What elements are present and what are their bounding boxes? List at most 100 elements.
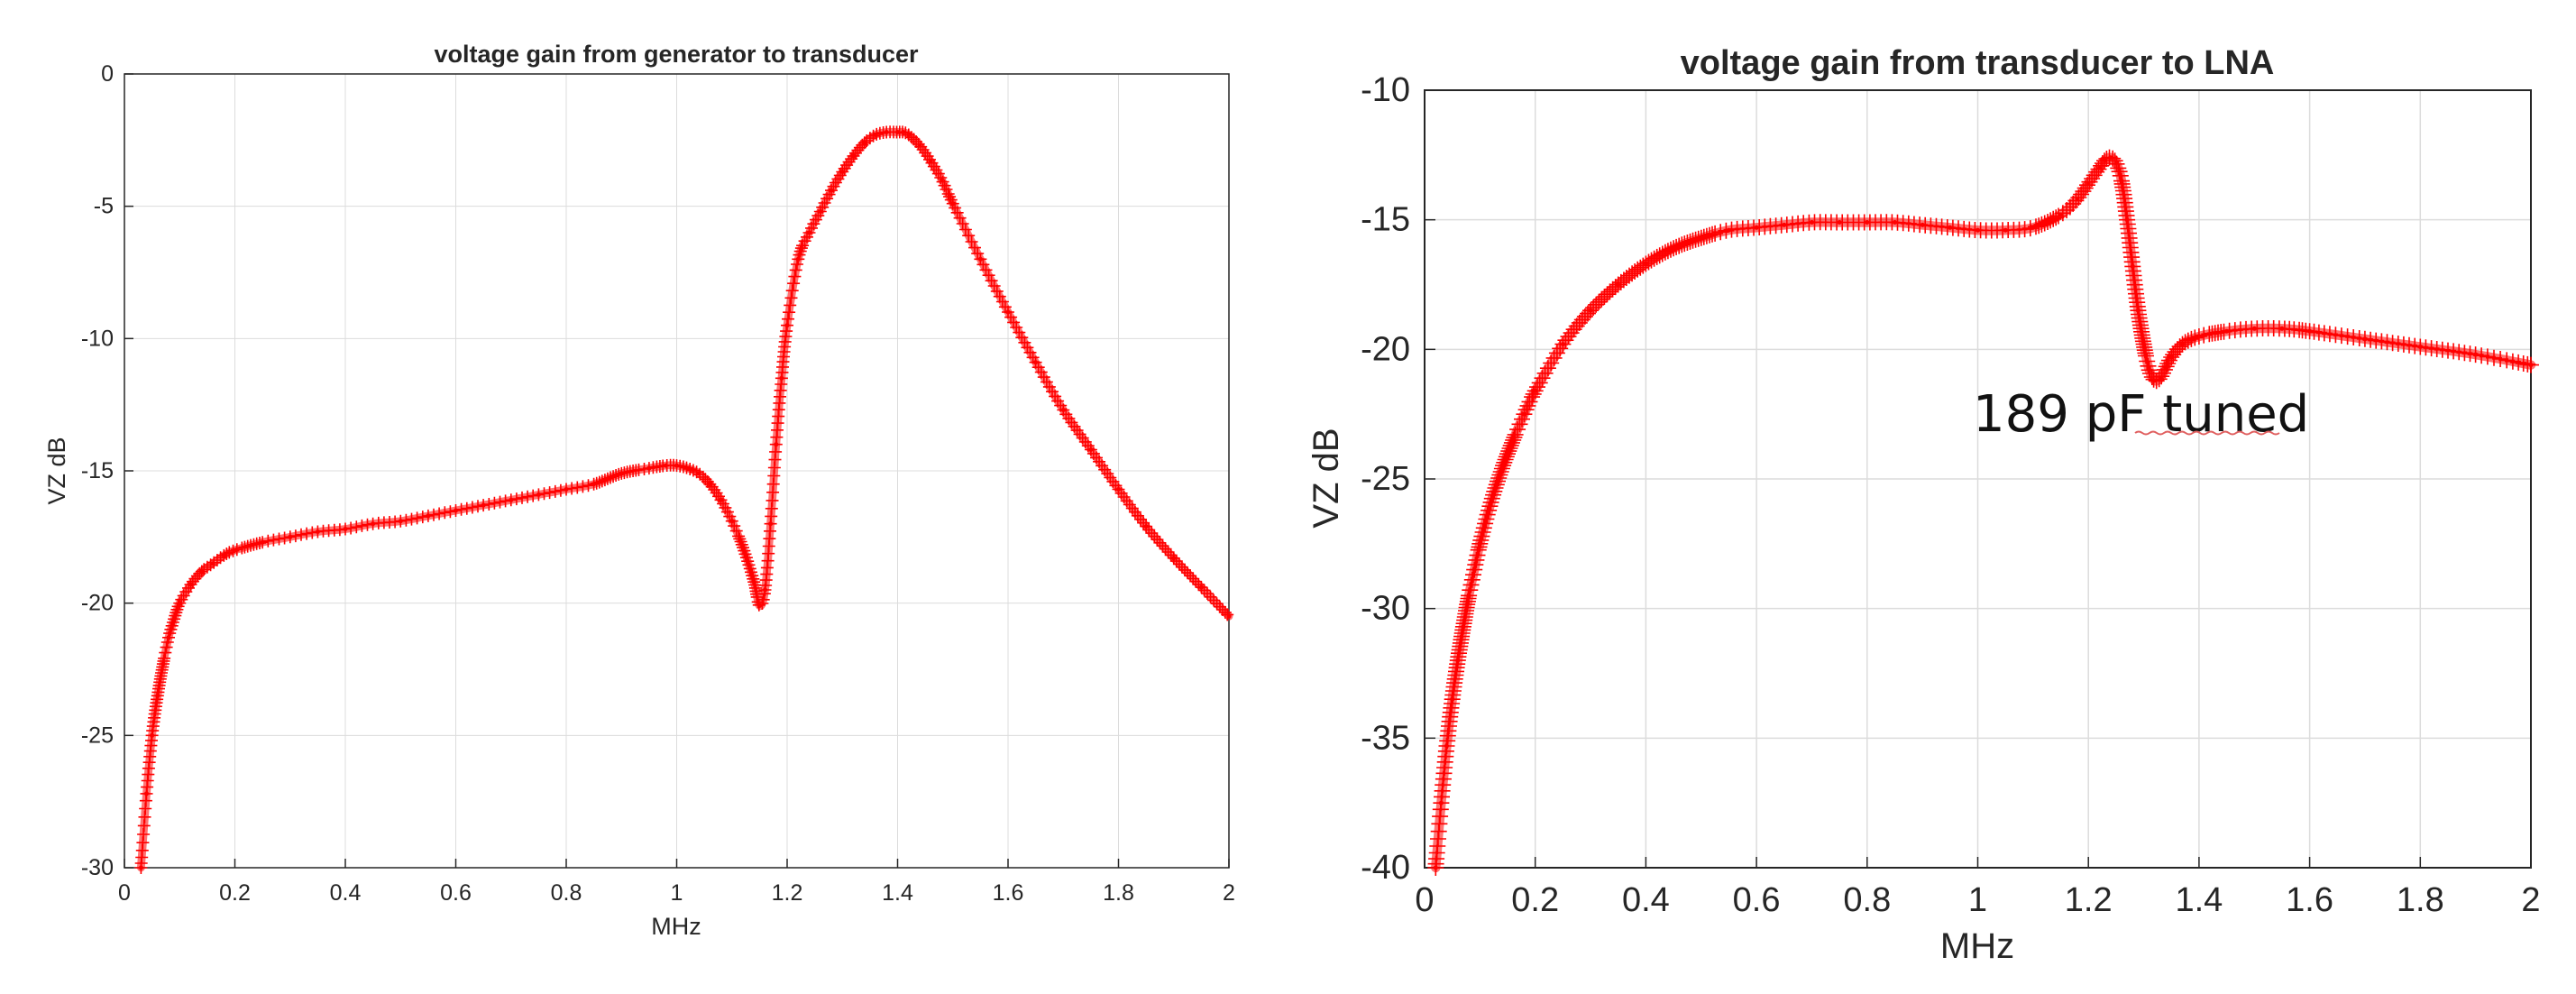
chart-left-data-point — [288, 534, 293, 539]
chart-left-data-point — [1198, 584, 1204, 590]
chart-right-xlabel: MHz — [1940, 926, 2014, 966]
chart-right: 0 0.2 0.4 0.6 0.8 1 1.2 1.4 1.6 1.8 2 -10 -15 -20 -25 -… — [1306, 44, 2541, 966]
chart-right-data-point — [1754, 225, 1759, 230]
chart-left-data-point — [564, 487, 569, 492]
chart-right-data-point — [2124, 217, 2130, 223]
chart-right-data-point — [2251, 326, 2257, 331]
chart-right-data-point — [1471, 567, 1477, 573]
chart-left-data-point — [210, 561, 215, 566]
chart-left-data-point — [950, 201, 956, 207]
chart-left-xtick-label: 1 — [671, 880, 683, 906]
chart-left-data-point — [940, 177, 944, 182]
chart-left-data-point — [685, 465, 691, 471]
chart-right-data-point — [1438, 800, 1444, 805]
chart-right-xtick-label: 0.6 — [1733, 881, 1781, 919]
chart-left-data-point — [1088, 447, 1094, 452]
chart-right-xtick-label: 0 — [1415, 881, 1434, 919]
chart-right-ytick-label: -15 — [1361, 201, 1410, 239]
chart-right-data-point — [2103, 158, 2108, 163]
chart-right-data-point — [2108, 155, 2113, 161]
chart-left-data-point — [917, 143, 922, 148]
chart-right-data-point — [2196, 334, 2202, 339]
chart-right-xtick-label: 0.8 — [1843, 881, 1891, 919]
chart-right-data-point — [1616, 282, 1621, 287]
chart-left-data-point — [426, 513, 431, 519]
chart-right-ytick-label: -30 — [1361, 590, 1410, 628]
chart-left-data-point — [901, 130, 906, 134]
chart-left-data-point — [928, 159, 933, 164]
chart-left-data-point — [768, 521, 774, 527]
chart-left-data-point — [1060, 408, 1066, 412]
chart-right-xtick-label: 0.2 — [1511, 881, 1559, 919]
chart-right-data-point — [2058, 212, 2063, 217]
chart-right-xtick-label: 1.2 — [2065, 881, 2113, 919]
chart-right-ytick-label: -40 — [1361, 849, 1410, 887]
chart-left-data-point — [977, 256, 983, 262]
chart-right-data-point — [2307, 328, 2313, 334]
chart-right-data-point — [1948, 225, 1953, 230]
chart-right-data-point — [1499, 466, 1505, 471]
chart-right-data-point — [1865, 220, 1870, 225]
chart-right-data-point — [2141, 342, 2147, 347]
chart-left-data-point — [851, 153, 856, 159]
chart-right-data-point — [1920, 222, 1925, 227]
chart-left-data-point — [774, 442, 779, 447]
chart-right-annotation: 189 pF tuned — [1973, 385, 2309, 444]
chart-right-data-point — [2135, 308, 2141, 313]
chart-left-data-point — [1033, 360, 1039, 365]
chart-left-data-point — [343, 527, 348, 531]
chart-left-data-point — [260, 539, 265, 545]
chart-left-data-point — [1226, 613, 1232, 619]
chart-left-data-point — [233, 548, 237, 553]
chart-left-data-point — [315, 529, 320, 534]
chart-right-data-point — [1489, 500, 1494, 505]
chart-left-data-point — [707, 482, 712, 487]
chart-left-data-point — [138, 865, 143, 870]
chart-left-data-point — [481, 502, 486, 508]
chart-left-ytick-label: -5 — [94, 194, 114, 219]
chart-right-ylabel: VZ dB — [1306, 428, 1346, 528]
chart-left-data-point — [177, 601, 182, 606]
chart-right-ytick-label: -25 — [1361, 460, 1410, 498]
chart-left-data-point — [719, 497, 723, 502]
chart-right-title: voltage gain from transducer to LNA — [1681, 44, 2275, 82]
chart-right-series-line — [1431, 152, 2536, 873]
chart-right-data-point — [1466, 593, 1471, 598]
chart-right-data-point — [2417, 345, 2423, 349]
chart-left-data-point — [536, 492, 541, 497]
chart-left-data-point — [646, 465, 652, 471]
chart-left-data-point — [199, 569, 205, 574]
chart-right-series — [1427, 149, 2539, 876]
chart-right-data-point — [2075, 197, 2080, 202]
chart-left-data-point — [740, 545, 746, 550]
chart-left-xtick-label: 0.4 — [330, 880, 362, 906]
chart-right-grid — [1424, 89, 2532, 869]
chart-right-data-point — [1810, 220, 1814, 225]
chart-left-data-point — [398, 519, 403, 524]
chart-right-xtick-label: 1 — [1968, 881, 1987, 919]
chart-right-data-point — [1461, 624, 1466, 630]
chart-left-xtick-label: 0.8 — [551, 880, 582, 906]
chart-left-data-point — [663, 463, 668, 468]
chart-right-data-point — [1837, 220, 1842, 225]
chart-right-ytick-label: -20 — [1361, 330, 1410, 368]
chart-right-data-point — [2279, 326, 2285, 331]
chart-left-xtick-label: 0.6 — [440, 880, 472, 906]
chart-left-data-point — [171, 616, 177, 621]
chart-right-xtick-label: 0.4 — [1622, 881, 1670, 919]
chart-left-data-point — [818, 209, 823, 214]
chart-left-data-point — [674, 463, 679, 468]
chart-left-ytick-label: -15 — [81, 458, 114, 483]
chart-right-data-point — [1560, 342, 1565, 347]
chart-left-data-point — [371, 521, 376, 527]
chart-right-data-point — [1477, 541, 1482, 547]
chart-left-series-line — [137, 127, 1233, 872]
chart-left-data-point — [1005, 309, 1011, 315]
chart-left-data-point — [619, 471, 624, 476]
chart-right-data-point — [2097, 165, 2102, 170]
chart-right-data-point — [2113, 161, 2119, 165]
chart-right-data-point — [1893, 220, 1897, 225]
chart-left-data-point — [729, 519, 735, 524]
chart-left-data-point — [509, 497, 514, 502]
